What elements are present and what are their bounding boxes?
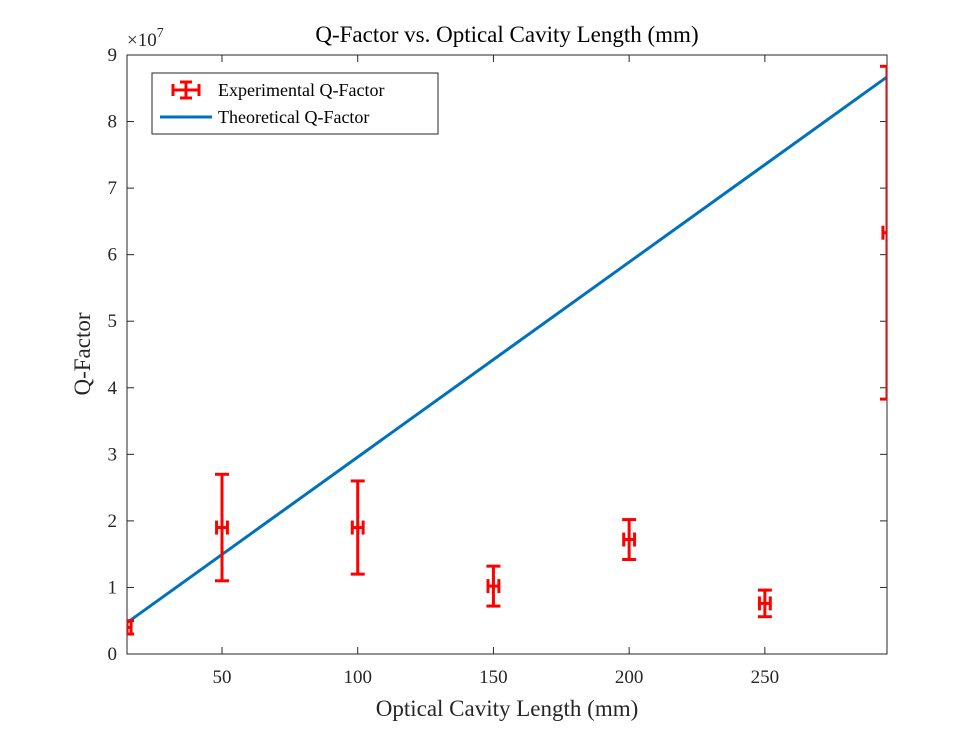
x-axis-label: Optical Cavity Length (mm) <box>376 696 639 721</box>
legend-box <box>151 72 439 135</box>
errorbar-point <box>757 588 772 619</box>
y-tick-label: 3 <box>108 444 118 465</box>
y-tick-label: 7 <box>108 178 118 199</box>
errorbar-point <box>880 64 887 401</box>
legend-label: Experimental Q-Factor <box>218 80 384 100</box>
y-exponent-base: ×10 <box>127 30 157 51</box>
y-tick-label: 8 <box>108 112 118 133</box>
errorbar-point <box>622 518 637 561</box>
y-tick-label: 9 <box>108 45 118 66</box>
x-tick-label: 150 <box>479 667 508 688</box>
x-tick-label: 50 <box>213 667 232 688</box>
y-tick-label: 4 <box>108 378 118 399</box>
x-tick-label: 100 <box>343 667 372 688</box>
y-exponent-power: 7 <box>157 26 164 41</box>
y-axis-label: Q-Factor <box>70 312 95 395</box>
y-tick-label: 1 <box>108 577 118 598</box>
errorbar-point <box>215 472 229 583</box>
legend: Experimental Q-Factor Theoretical Q-Facto… <box>151 72 439 135</box>
y-tick-label: 2 <box>108 511 118 532</box>
errorbar-point <box>350 479 365 576</box>
legend-label: Theoretical Q-Factor <box>218 107 369 127</box>
plot-area: 50 100 150 200 250 0 1 2 3 4 5 6 7 8 9 <box>108 45 888 688</box>
x-tick-label: 200 <box>615 667 644 688</box>
svg-text:×107: ×107 <box>127 26 164 51</box>
errorbar-point <box>127 619 134 636</box>
y-exponent-label: ×107 <box>127 26 164 51</box>
theoretical-line <box>127 75 887 624</box>
data-layer <box>127 64 887 636</box>
y-tick-label: 0 <box>108 644 118 665</box>
errorbar-point <box>486 564 501 608</box>
x-tick-label: 250 <box>751 667 780 688</box>
chart-title: Q-Factor vs. Optical Cavity Length (mm) <box>315 22 698 47</box>
y-tick-label: 6 <box>108 245 118 266</box>
y-tick-label: 5 <box>108 311 118 332</box>
legend-errorbar-symbol <box>171 80 201 100</box>
